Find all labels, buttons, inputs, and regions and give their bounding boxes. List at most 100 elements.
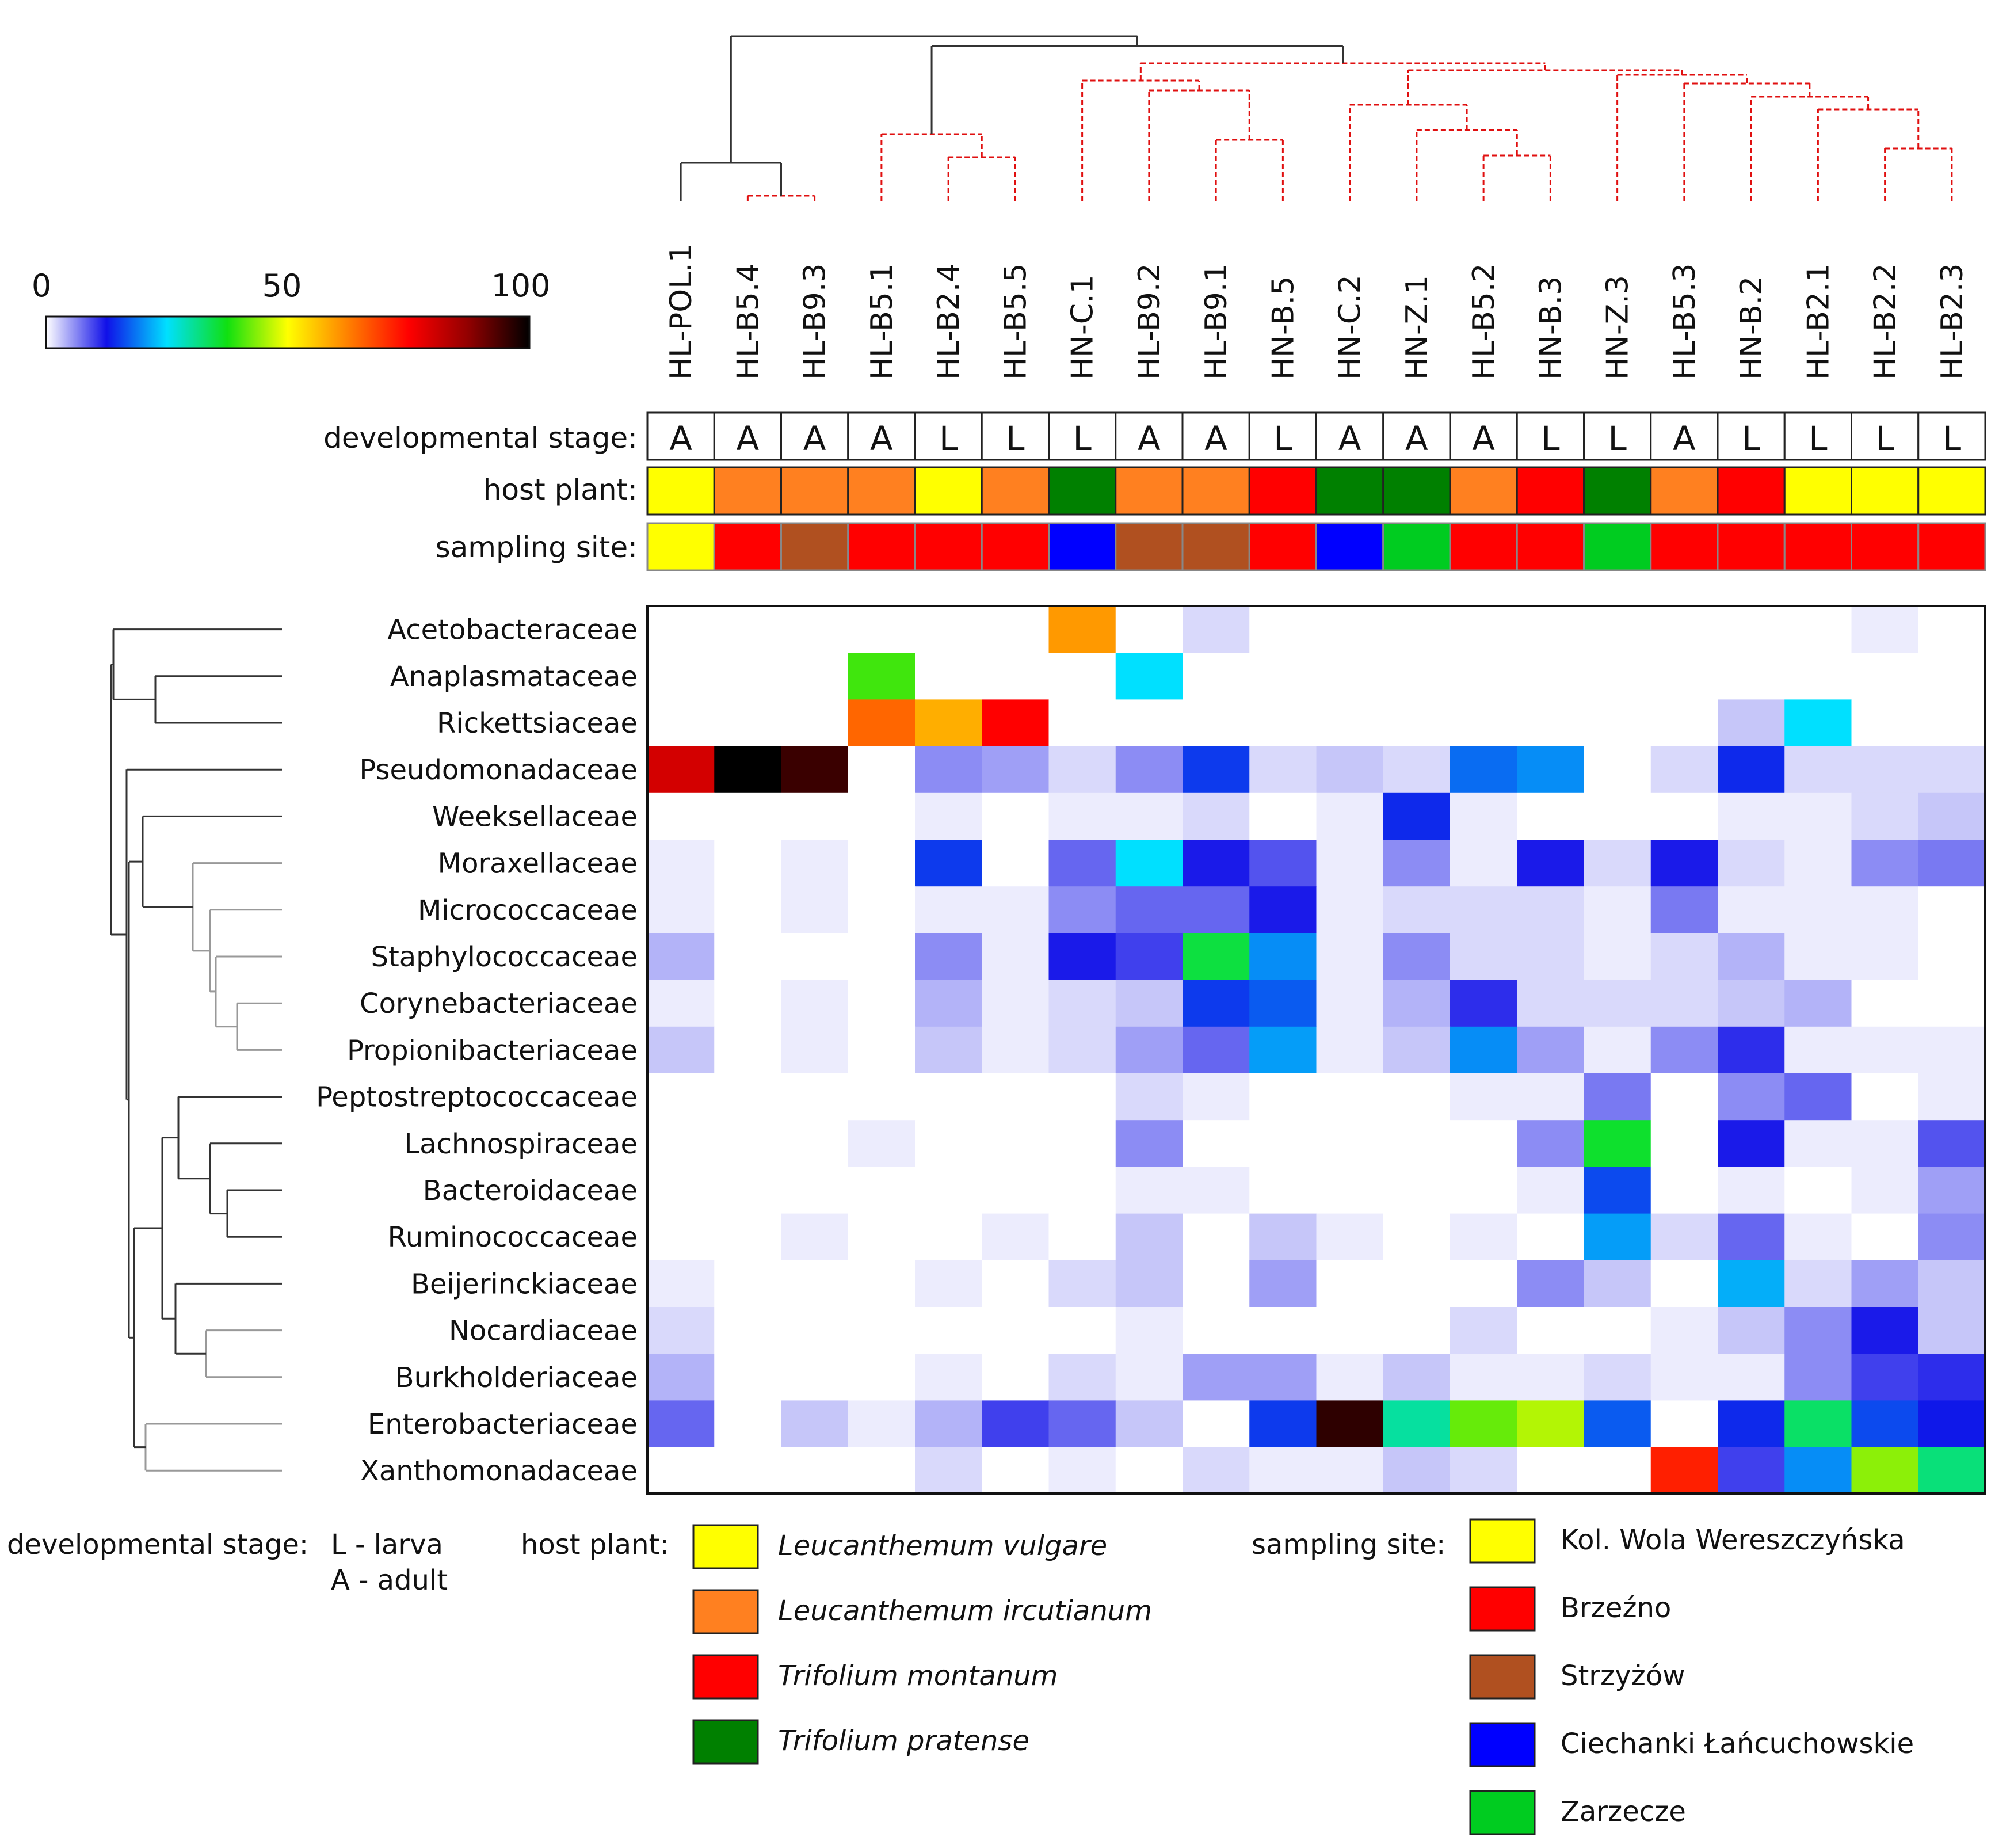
cell-anaplasmataceae-hn-z.1 — [1383, 653, 1451, 700]
cell-beijerinckiaceae-hl-b5.5 — [982, 1260, 1049, 1308]
cell-acetobacteraceae-hl-b5.3 — [1650, 606, 1718, 653]
cell-enterobacteriaceae-hl-b9.3 — [781, 1400, 849, 1448]
cell-peptostreptococcaceae-hl-pol.1 — [647, 1073, 715, 1121]
cell-rickettsiaceae-hn-c.2 — [1316, 699, 1384, 747]
cell-enterobacteriaceae-hl-b5.1 — [848, 1400, 916, 1448]
cell-acetobacteraceae-hl-b2.2 — [1851, 606, 1919, 653]
column-label-hl-b9.1: HL-B9.1 — [1199, 264, 1234, 380]
legend-site-items: Kol. Wola Wereszczyńska Brzeźno Strzyżów Ci… — [1469, 1518, 1914, 1835]
cell-ruminococcaceae-hl-b9.2 — [1115, 1213, 1183, 1261]
cell-corynebacteriaceae-hl-b5.3 — [1650, 980, 1718, 1027]
cell-anaplasmataceae-hn-b.5 — [1249, 653, 1317, 700]
cell-lachnospiraceae-hl-b5.5 — [982, 1120, 1049, 1167]
cell-rickettsiaceae-hl-b9.1 — [1183, 699, 1250, 747]
site-cell-hl-b2.3 — [1917, 522, 1986, 571]
cell-acetobacteraceae-hl-b5.5 — [982, 606, 1049, 653]
cell-peptostreptococcaceae-hn-c.1 — [1048, 1073, 1116, 1121]
cell-weeksellaceae-hl-b5.2 — [1450, 792, 1517, 840]
row-label-ruminococcaceae: Ruminococcaceae — [388, 1221, 638, 1253]
cell-nocardiaceae-hl-b2.3 — [1918, 1307, 1986, 1354]
cell-ruminococcaceae-hl-b5.3 — [1650, 1213, 1718, 1261]
cell-staphylococcaceae-hl-b2.4 — [915, 933, 982, 981]
cell-burkholderiaceae-hl-b2.4 — [915, 1354, 982, 1401]
stage-label-hl-b9.3: A — [803, 419, 826, 458]
legend: developmental stage: L - larva A - adult… — [7, 1518, 1914, 1835]
cell-weeksellaceae-hl-b9.1 — [1183, 792, 1250, 840]
stage-label-hn-z.1: A — [1405, 419, 1428, 458]
cell-pseudomonadaceae-hl-b9.2 — [1115, 746, 1183, 794]
cell-weeksellaceae-hn-b.3 — [1517, 792, 1584, 840]
cell-corynebacteriaceae-hn-c.1 — [1048, 980, 1116, 1027]
stage-label-hl-b2.3: L — [1943, 419, 1961, 458]
cell-staphylococcaceae-hn-b.5 — [1249, 933, 1317, 981]
cell-propionibacteriaceae-hl-b9.3 — [781, 1026, 849, 1074]
cell-staphylococcaceae-hl-b2.2 — [1851, 933, 1919, 981]
cell-xanthomonadaceae-hl-b5.1 — [848, 1447, 916, 1495]
cell-weeksellaceae-hl-b2.2 — [1851, 792, 1919, 840]
cell-beijerinckiaceae-hn-c.1 — [1048, 1260, 1116, 1308]
row-label-beijerinckiaceae: Beijerinckiaceae — [411, 1268, 638, 1300]
cell-corynebacteriaceae-hl-b5.1 — [848, 980, 916, 1027]
cell-lachnospiraceae-hn-b.5 — [1249, 1120, 1317, 1167]
column-label-hl-b5.5: HL-B5.5 — [998, 264, 1033, 380]
host-cell-hl-b5.3 — [1650, 466, 1719, 516]
cell-pseudomonadaceae-hl-b2.3 — [1918, 746, 1986, 794]
site-cell-hl-b5.3 — [1650, 522, 1719, 571]
color-scale: 0 50 100 — [32, 268, 551, 349]
cell-corynebacteriaceae-hl-b2.4 — [915, 980, 982, 1027]
column-labels: HL-POL.1 HL-B5.4 HL-B9.3 HL-B5.1 HL-B2.4 HL-B… — [664, 243, 1970, 380]
stage-label-hl-pol.1: A — [669, 419, 692, 458]
cell-anaplasmataceae-hl-b5.1 — [848, 653, 916, 700]
cell-beijerinckiaceae-hl-b9.2 — [1115, 1260, 1183, 1308]
cell-moraxellaceae-hl-b2.3 — [1918, 840, 1986, 887]
cell-micrococcaceae-hl-b5.5 — [982, 886, 1049, 933]
cell-ruminococcaceae-hn-b.5 — [1249, 1213, 1317, 1261]
legend-site-swatch — [1469, 1722, 1536, 1767]
cell-propionibacteriaceae-hl-b2.3 — [1918, 1026, 1986, 1074]
legend-site-title: sampling site: — [1252, 1529, 1445, 1561]
cell-ruminococcaceae-hn-z.1 — [1383, 1213, 1451, 1261]
host-cell-hl-b5.2 — [1449, 466, 1518, 516]
cell-micrococcaceae-hn-b.5 — [1249, 886, 1317, 933]
host-cell-hl-b2.2 — [1851, 466, 1920, 516]
cell-staphylococcaceae-hn-b.3 — [1517, 933, 1584, 981]
cell-nocardiaceae-hl-b5.4 — [714, 1307, 781, 1354]
cell-propionibacteriaceae-hl-b5.1 — [848, 1026, 916, 1074]
cell-moraxellaceae-hn-b.3 — [1517, 840, 1584, 887]
site-cell-hl-b2.4 — [914, 522, 983, 571]
row-label-anaplasmataceae: Anaplasmataceae — [390, 661, 638, 693]
cell-propionibacteriaceae-hn-z.3 — [1584, 1026, 1651, 1074]
cell-enterobacteriaceae-hl-b9.2 — [1115, 1400, 1183, 1448]
stage-label-hl-b5.4: A — [737, 419, 760, 458]
cell-staphylococcaceae-hl-pol.1 — [647, 933, 715, 981]
cell-acetobacteraceae-hn-z.1 — [1383, 606, 1451, 653]
cell-nocardiaceae-hn-c.2 — [1316, 1307, 1384, 1354]
cell-staphylococcaceae-hl-b2.1 — [1784, 933, 1852, 981]
cell-enterobacteriaceae-hl-b2.2 — [1851, 1400, 1919, 1448]
host-cell-hl-b9.3 — [780, 466, 849, 516]
column-label-hl-b5.2: HL-B5.2 — [1467, 264, 1501, 380]
cell-micrococcaceae-hl-b9.2 — [1115, 886, 1183, 933]
cell-corynebacteriaceae-hl-b9.1 — [1183, 980, 1250, 1027]
stage-label-hl-b5.3: A — [1673, 419, 1696, 458]
cell-burkholderiaceae-hl-b5.5 — [982, 1354, 1049, 1401]
cell-lachnospiraceae-hl-b5.3 — [1650, 1120, 1718, 1167]
cell-nocardiaceae-hn-b.2 — [1718, 1307, 1785, 1354]
cell-anaplasmataceae-hl-b9.1 — [1183, 653, 1250, 700]
cell-rickettsiaceae-hn-z.1 — [1383, 699, 1451, 747]
row-label-rickettsiaceae: Rickettsiaceae — [437, 707, 638, 740]
cell-ruminococcaceae-hl-b2.2 — [1851, 1213, 1919, 1261]
cell-xanthomonadaceae-hn-b.3 — [1517, 1447, 1584, 1495]
cell-weeksellaceae-hn-c.2 — [1316, 792, 1384, 840]
cell-staphylococcaceae-hl-b9.1 — [1183, 933, 1250, 981]
site-cell-hl-b5.4 — [713, 522, 782, 571]
cell-beijerinckiaceae-hl-b2.1 — [1784, 1260, 1852, 1308]
host-cell-hn-c.2 — [1315, 466, 1384, 516]
cell-ruminococcaceae-hn-b.2 — [1718, 1213, 1785, 1261]
cell-lachnospiraceae-hl-b2.1 — [1784, 1120, 1852, 1167]
cell-micrococcaceae-hl-b2.2 — [1851, 886, 1919, 933]
cell-pseudomonadaceae-hl-pol.1 — [647, 746, 715, 794]
cell-peptostreptococcaceae-hl-b2.1 — [1784, 1073, 1852, 1121]
cell-weeksellaceae-hl-b5.3 — [1650, 792, 1718, 840]
row-label-corynebacteriaceae: Corynebacteriaceae — [360, 988, 638, 1020]
